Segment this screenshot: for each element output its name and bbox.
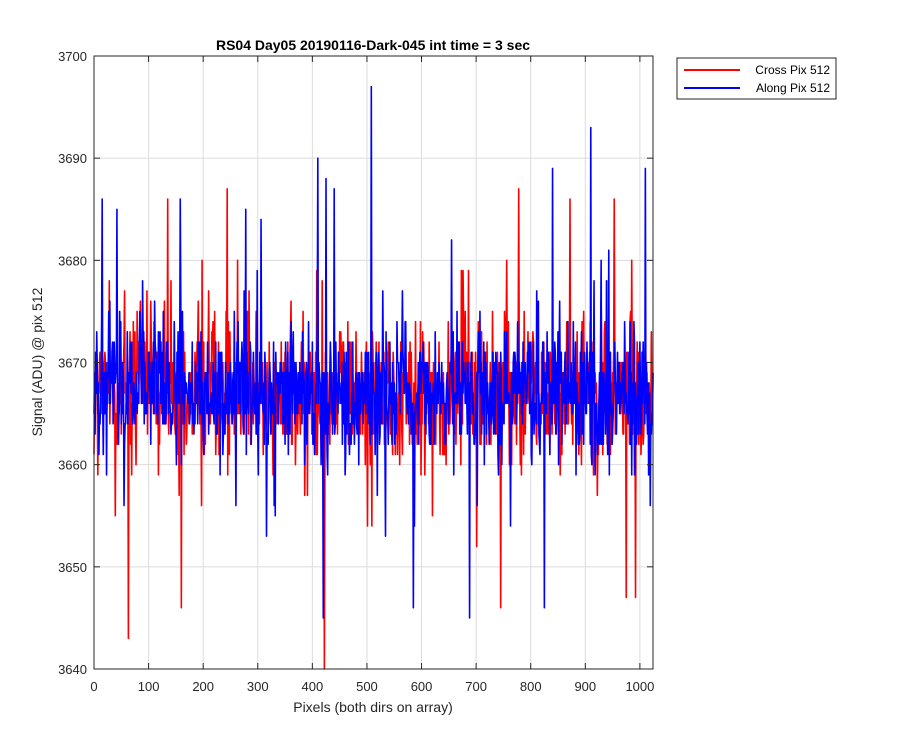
x-tick-label: 400	[302, 679, 324, 694]
y-tick-label: 3700	[58, 49, 87, 64]
y-tick-label: 3680	[58, 253, 87, 268]
y-tick-label: 3670	[58, 356, 87, 371]
legend-label-cross: Cross Pix 512	[755, 63, 830, 77]
y-tick-label: 3660	[58, 458, 87, 473]
x-tick-label: 100	[138, 679, 160, 694]
x-tick-label: 600	[411, 679, 433, 694]
x-tick-label: 200	[192, 679, 214, 694]
series-layer	[93, 85, 654, 670]
series-line-1	[93, 85, 654, 619]
legend-box	[676, 57, 837, 100]
series-line-0	[93, 188, 654, 670]
y-tick-label: 3640	[58, 662, 87, 677]
y-axis-label: Signal (ADU) @ pix 512	[29, 287, 45, 436]
x-tick-label: 300	[247, 679, 269, 694]
legend-label-along: Along Pix 512	[756, 81, 830, 95]
x-axis-label: Pixels (both dirs on array)	[293, 699, 453, 715]
x-tick-label: 500	[356, 679, 378, 694]
tick-labels: 0 100 200 300 400 500 600 700 800 900 1000 3640 3650…	[58, 49, 654, 694]
y-tick-label: 3690	[58, 151, 87, 166]
legend: Cross Pix 512 Along Pix 512	[676, 57, 837, 100]
plot-area	[93, 55, 654, 670]
x-tick-label: 700	[465, 679, 487, 694]
ticks	[93, 55, 653, 670]
x-tick-label: 900	[574, 679, 596, 694]
x-tick-label: 0	[90, 679, 97, 694]
x-tick-label: 1000	[625, 679, 654, 694]
x-tick-label: 800	[520, 679, 542, 694]
y-tick-label: 3650	[58, 560, 87, 575]
chart-title: RS04 Day05 20190116-Dark-045 int time = …	[216, 37, 530, 53]
